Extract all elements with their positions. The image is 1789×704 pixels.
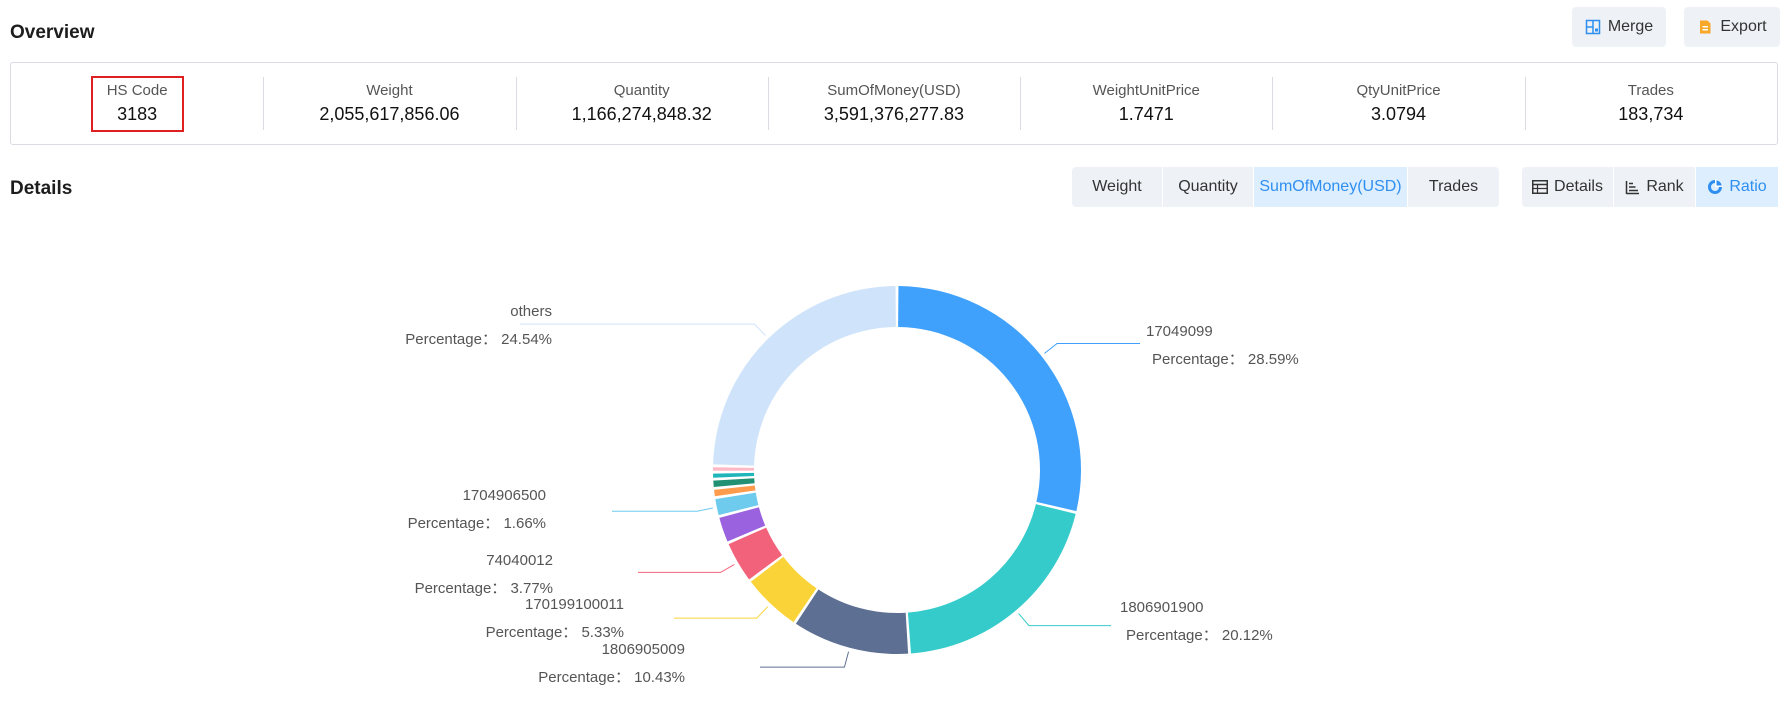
table-icon	[1532, 180, 1549, 194]
merge-button[interactable]: Merge	[1572, 7, 1666, 47]
slice-percentage-label: Percentage： 3.77%	[415, 580, 553, 597]
overview-stats: HS Code 3183 Weight 2,055,617,856.06 Qua…	[10, 62, 1778, 145]
overview-title: Overview	[10, 22, 95, 43]
ratio-icon	[1707, 179, 1723, 195]
slice-percentage-label: Percentage： 5.33%	[486, 624, 624, 641]
tab-sum-of-money[interactable]: SumOfMoney(USD)	[1253, 167, 1407, 207]
merge-icon	[1585, 19, 1601, 35]
stat-hs-code: HS Code 3183	[11, 63, 263, 144]
view-tab-label: Ratio	[1729, 178, 1767, 195]
stat-label: Trades	[1627, 82, 1674, 99]
slice-name-label: 1704906500	[463, 487, 546, 504]
donut-slice[interactable]	[713, 472, 755, 478]
view-tab-details[interactable]: Details	[1522, 167, 1613, 207]
label-leader-line	[612, 507, 713, 512]
slice-name-label: 17049099	[1146, 323, 1213, 340]
stat-value: 1,166,274,848.32	[571, 104, 712, 124]
donut-slice[interactable]	[795, 589, 909, 654]
export-icon	[1697, 19, 1713, 35]
donut-slice[interactable]	[907, 504, 1076, 654]
label-leader-line	[1044, 342, 1140, 354]
donut-slice[interactable]	[719, 507, 766, 542]
slice-name-label: 74040012	[486, 552, 553, 569]
slice-name-label: 1806905009	[602, 641, 685, 658]
tab-weight[interactable]: Weight	[1092, 178, 1142, 195]
tab-trades[interactable]: Trades	[1407, 167, 1499, 207]
label-leader-line	[760, 651, 850, 668]
stat-qty-unit-price: QtyUnitPrice 3.0794	[1272, 63, 1524, 144]
donut-slice[interactable]	[714, 485, 756, 497]
stat-quantity: Quantity 1,166,274,848.32	[515, 63, 768, 144]
slice-percentage-label: Percentage： 10.43%	[538, 669, 685, 686]
slice-name-label: 1806901900	[1120, 599, 1203, 616]
stat-value: 3,591,376,277.83	[823, 104, 965, 124]
view-tabs: Details Rank Ratio	[1522, 167, 1778, 207]
slice-percentage-label: Percentage： 28.59%	[1152, 351, 1299, 368]
stat-label: WeightUnitPrice	[1092, 82, 1200, 99]
label-leader-line	[638, 563, 735, 573]
label-leader-line	[520, 323, 766, 336]
stat-sum-of-money: SumOfMoney(USD) 3,591,376,277.83	[767, 63, 1020, 144]
view-tab-label: Rank	[1646, 178, 1684, 195]
stat-label: Weight	[366, 82, 413, 99]
stat-label: QtyUnitPrice	[1356, 82, 1441, 99]
stat-weight-unit-price: WeightUnitPrice 1.7471	[1020, 63, 1272, 144]
details-title: Details	[10, 178, 73, 199]
tab-quantity[interactable]: Quantity	[1162, 167, 1253, 207]
stat-label: Quantity	[613, 82, 670, 99]
stat-value: 2,055,617,856.06	[319, 104, 460, 124]
stat-value: 3183	[117, 103, 158, 124]
stat-weight: Weight 2,055,617,856.06	[263, 63, 515, 144]
donut-slice[interactable]	[713, 467, 755, 471]
label-leader-line	[1018, 613, 1111, 627]
view-tab-ratio[interactable]: Ratio	[1695, 167, 1778, 207]
donut-slice[interactable]	[713, 478, 755, 488]
donut-slice[interactable]	[713, 286, 896, 466]
stat-label: SumOfMoney(USD)	[827, 82, 961, 99]
stat-value: 1.7471	[1118, 104, 1174, 124]
export-button[interactable]: Export	[1684, 7, 1780, 47]
merge-label: Merge	[1607, 18, 1654, 35]
view-tab-label: Details	[1554, 178, 1603, 195]
donut-slice[interactable]	[728, 527, 783, 580]
donut-slice[interactable]	[898, 286, 1081, 512]
hs-code-highlight: HS Code 3183	[90, 75, 184, 132]
donut-slice[interactable]	[750, 556, 817, 623]
export-label: Export	[1720, 18, 1767, 35]
stat-trades: Trades 183,734	[1524, 63, 1777, 144]
stat-value: 183,734	[1618, 104, 1684, 124]
slice-name-label: 170199100011	[525, 596, 624, 613]
donut-slice[interactable]	[715, 492, 759, 516]
slice-percentage-label: Percentage： 20.12%	[1126, 627, 1273, 644]
slice-percentage-label: Percentage： 1.66%	[408, 515, 546, 532]
slice-name-label: others	[510, 303, 552, 320]
slice-percentage-label: Percentage： 24.54%	[405, 331, 552, 348]
stat-label: HS Code	[106, 81, 168, 99]
label-leader-line	[674, 606, 769, 619]
view-tab-rank[interactable]: Rank	[1613, 167, 1695, 207]
stat-value: 3.0794	[1371, 104, 1427, 124]
rank-icon	[1625, 180, 1640, 195]
metric-tabs: Weight Quantity SumOfMoney(USD) Trades	[1072, 167, 1499, 207]
